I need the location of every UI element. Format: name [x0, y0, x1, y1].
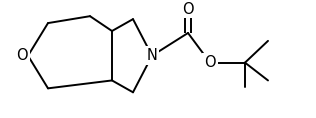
Text: O: O — [182, 2, 194, 17]
Text: N: N — [147, 48, 157, 63]
Text: O: O — [204, 55, 216, 70]
Text: O: O — [16, 48, 28, 63]
